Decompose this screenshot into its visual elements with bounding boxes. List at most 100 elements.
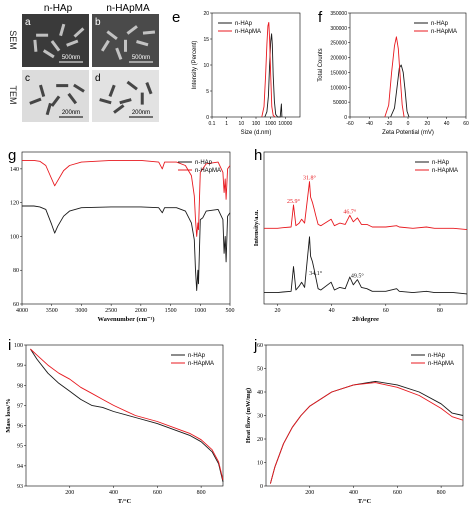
y-tick-label: 20 xyxy=(257,437,263,443)
y-axis-label: Intensity (Percent) xyxy=(192,41,198,90)
particle xyxy=(42,49,55,59)
series-line-n-hap xyxy=(30,348,224,483)
legend-label: n-HApMA xyxy=(235,29,261,35)
peak-annotation: 31.8° xyxy=(303,175,317,182)
x-tick-label: 0 xyxy=(407,121,410,127)
row-label: TEM xyxy=(8,86,18,105)
legend-label: n-HAp xyxy=(432,160,450,166)
x-tick-label: 4000 xyxy=(16,308,28,314)
microscopy-panels: n-HAp n-HApMA SEM TEM a 500nm b 500nm c 200nm d 200… xyxy=(8,3,159,122)
y-axis-label: Total Counts xyxy=(318,48,324,81)
legend-label: n-HAp xyxy=(195,160,213,166)
y-tick-label: 140 xyxy=(10,167,19,173)
chart-i: i 200 400 600 800 93 94 95 96 97 98 99 100 T/°C Mass l… xyxy=(5,337,224,505)
legend: n-HAp n-HApMA xyxy=(178,160,221,174)
plot-frame xyxy=(21,151,231,305)
row-label: SEM xyxy=(8,30,18,50)
x-tick-label: 10 xyxy=(239,121,245,127)
legend-label: n-HAp xyxy=(431,21,449,27)
scale-bar-label: 200nm xyxy=(132,110,150,116)
y-tick-label: 10 xyxy=(203,63,209,69)
particle xyxy=(99,98,112,105)
particle xyxy=(108,84,116,97)
particle xyxy=(126,80,138,91)
x-axis-label: T/°C xyxy=(358,498,372,505)
chart-f: f -60 -40 -20 0 20 40 60 0 50000 100000 150000 20000… xyxy=(318,9,469,136)
y-axis-label: Mass loss/% xyxy=(5,398,12,433)
y-tick-label: 50000 xyxy=(333,100,347,106)
x-axis-label: Wavenumber (cm⁻¹) xyxy=(97,316,154,323)
y-tick-label: 10 xyxy=(257,461,263,467)
micrograph-a: a 500nm xyxy=(22,14,89,67)
legend-label: n-HApMA xyxy=(195,168,221,174)
x-tick-label: 20 xyxy=(275,308,281,314)
particle xyxy=(140,92,144,105)
y-tick-label: 40 xyxy=(257,390,263,396)
particle xyxy=(124,39,127,52)
legend-label: n-HApMA xyxy=(431,29,457,35)
particle xyxy=(119,98,132,105)
y-tick-label: 200000 xyxy=(330,56,347,62)
legend: n-HAp n-HApMA xyxy=(411,353,454,367)
legend-label: n-HApMA xyxy=(432,168,458,174)
x-tick-label: 2000 xyxy=(135,308,147,314)
x-tick-label: 40 xyxy=(329,308,335,314)
chart-h: h 20 40 60 80 2θ/degree Intensity/a.u. 25.9° 31.… xyxy=(253,147,468,323)
particle xyxy=(29,97,42,105)
series-line-n-hap xyxy=(269,380,464,484)
series-line-n-hapma xyxy=(30,348,224,481)
x-tick-label: 400 xyxy=(109,490,118,496)
panel-letter: i xyxy=(8,337,11,354)
x-tick-label: 800 xyxy=(197,490,206,496)
scale-bar-label: 500nm xyxy=(132,55,150,61)
y-tick-label: 350000 xyxy=(330,11,347,17)
panel-letter: g xyxy=(8,147,16,164)
series-line-n-hap xyxy=(390,64,410,118)
y-tick-label: 0 xyxy=(260,484,263,490)
particle xyxy=(126,25,138,35)
y-tick-label: 15 xyxy=(203,37,209,43)
particle xyxy=(33,39,38,52)
x-tick-label: 10000 xyxy=(278,121,292,127)
x-tick-label: 0.1 xyxy=(209,121,216,127)
particle xyxy=(73,83,85,93)
y-tick-label: 98 xyxy=(17,383,23,389)
x-axis-label: Size (d.nm) xyxy=(241,130,272,136)
panel-letter: e xyxy=(172,9,180,26)
x-tick-label: -60 xyxy=(346,121,353,127)
series-line-n-hap xyxy=(264,33,283,118)
particle xyxy=(56,84,69,88)
y-tick-label: 5 xyxy=(206,89,209,95)
y-tick-label: 96 xyxy=(17,424,23,430)
x-tick-label: 1 xyxy=(225,121,228,127)
particle xyxy=(106,30,118,41)
particle xyxy=(73,27,85,38)
panel-letter: j xyxy=(253,337,257,354)
plot-frame xyxy=(25,344,224,487)
peak-annotation: 34.1° xyxy=(309,270,323,277)
micrograph-b: b 500nm xyxy=(92,14,159,67)
x-tick-label: 80 xyxy=(437,308,443,314)
column-label: n-HApMA xyxy=(106,3,150,14)
x-tick-label: 400 xyxy=(349,490,358,496)
x-axis-label: 2θ/degree xyxy=(352,316,379,323)
particle xyxy=(67,92,78,105)
y-axis-label: Intensity/a.u. xyxy=(253,209,260,246)
particle xyxy=(145,82,153,95)
micrograph-d: d 200nm xyxy=(92,70,159,122)
x-tick-label: 1500 xyxy=(165,308,177,314)
legend-label: n-HAp xyxy=(235,21,253,27)
chart-g: g 4000 3500 3000 2500 2000 1500 1000 500 60 80 100 1… xyxy=(8,147,235,323)
x-tick-label: 60 xyxy=(383,308,389,314)
x-tick-label: 100 xyxy=(252,121,261,127)
y-tick-label: 150000 xyxy=(330,70,347,76)
chart-e: e 0.1 1 10 100 1000 10000 0 5 10 15 20 Size (d.nm) In… xyxy=(172,9,301,136)
legend: n-HAp n-HApMA xyxy=(218,21,261,35)
panel-letter: c xyxy=(25,73,30,84)
legend-label: n-HAp xyxy=(428,353,446,359)
particle xyxy=(50,40,61,52)
x-tick-label: 2500 xyxy=(105,308,117,314)
y-tick-label: 94 xyxy=(17,464,23,470)
legend: n-HAp n-HApMA xyxy=(171,353,214,367)
